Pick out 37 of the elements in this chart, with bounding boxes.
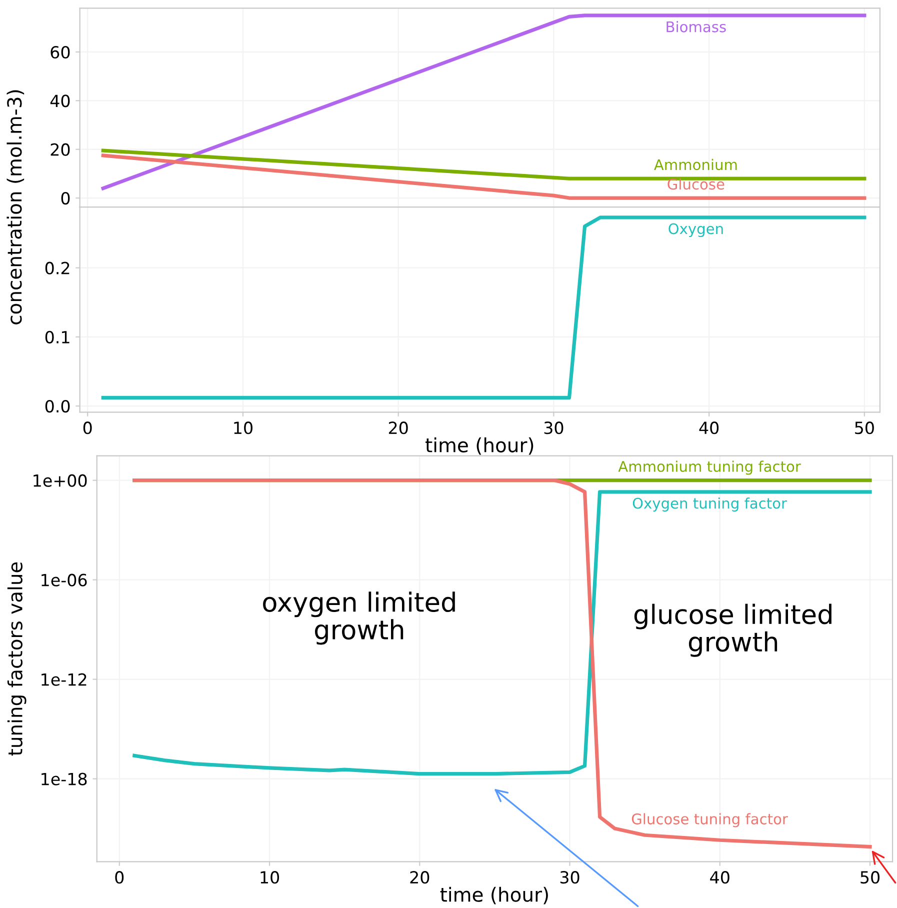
x-tick-label: 50 — [860, 871, 880, 884]
line-series — [132, 478, 872, 849]
x-tick-label: 10 — [260, 871, 280, 884]
annotation: glucose limited growth — [634, 604, 832, 657]
y-tick-label: 20 — [50, 143, 70, 156]
x-tick-label: 40 — [699, 422, 719, 434]
x-tick-label: 0 — [115, 871, 124, 884]
y-tick-label: 40 — [50, 94, 70, 108]
y-tick-label: 1e-18 — [42, 772, 87, 786]
y-tick-label: 0 — [61, 192, 70, 205]
series-label: Oxygen — [668, 223, 723, 238]
series-label: Glucose — [668, 178, 724, 190]
x-axis-title: time (hour) — [426, 437, 534, 455]
y-axis-title: concentration (mol.m-3) — [6, 90, 24, 324]
x-tick-label: 30 — [544, 422, 564, 434]
y-tick-label: 1e+00 — [34, 474, 87, 487]
line-series — [132, 490, 872, 776]
y-tick-label: 0.0 — [45, 400, 70, 413]
series-label: Ammonium — [654, 158, 737, 170]
x-tick-label: 40 — [710, 871, 730, 884]
y-tick-label: 60 — [50, 46, 70, 59]
y-tick-label: 1e-12 — [42, 673, 86, 686]
x-tick-label: 20 — [388, 422, 408, 434]
y-tick-label: 0.1 — [45, 330, 70, 344]
x-tick-label: 10 — [234, 422, 252, 434]
series-label: Glucose tuning factor — [632, 813, 788, 828]
x-tick-label: 30 — [560, 871, 580, 884]
y-axis-title: tuning factors value — [7, 562, 26, 756]
annotation: oxygen limited growth — [263, 592, 455, 645]
y-tick-label: 0.2 — [45, 262, 70, 274]
x-tick-label: 20 — [410, 871, 430, 884]
x-axis-title: time (hour) — [440, 886, 548, 904]
y-tick-label: 1e-06 — [42, 574, 87, 586]
x-tick-label: 50 — [855, 422, 874, 434]
series-label: Oxygen tuning factor — [632, 497, 787, 512]
series-label: Ammonium tuning factor — [618, 460, 801, 475]
series-label: Biomass — [666, 21, 726, 32]
